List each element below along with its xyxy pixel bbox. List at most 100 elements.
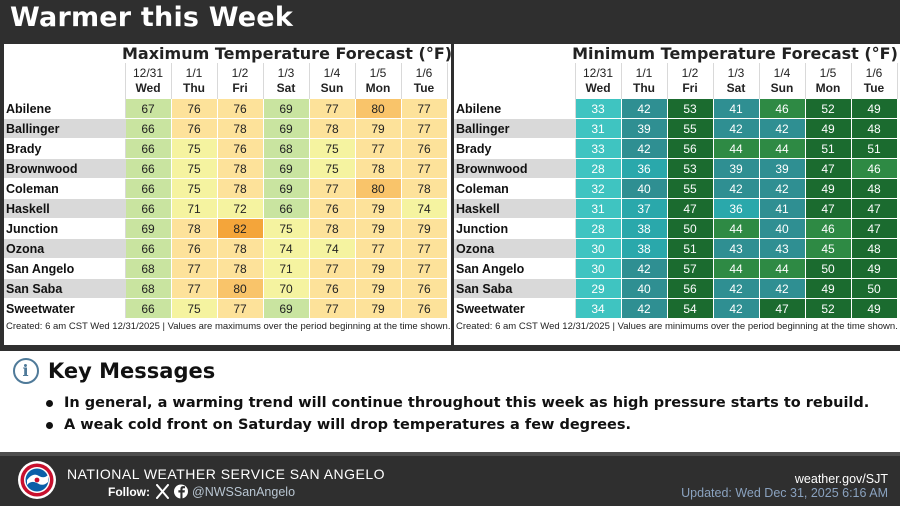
temperature-cell: 77 [401, 258, 448, 279]
column-date: 1/2 [681, 66, 699, 80]
temperature-cell: 44 [713, 138, 760, 159]
temperature-cell: 66 [125, 298, 172, 319]
header-row: 12/31 Wed 1/1 Thu 1/2 Fri 1/3 Sat 1/4 Sun 1/5 Mon 1/… [4, 63, 448, 99]
temperature-cell: 42 [621, 99, 668, 119]
follow-label: Follow: [108, 485, 150, 499]
column-header: 12/31 Wed [575, 63, 622, 99]
column-date: 1/5 [819, 66, 837, 80]
column-day: Thu [183, 81, 205, 95]
table-row: Junction 69 78 82 75 78 79 79 [4, 218, 448, 239]
temperature-cell: 76 [309, 278, 356, 299]
social-handle-link[interactable]: @NWSSanAngelo [192, 485, 296, 499]
temperature-cell: 55 [667, 178, 714, 199]
temperature-cell: 42 [713, 178, 760, 199]
temperature-cell: 79 [355, 198, 402, 219]
column-header: 1/6 Tue [851, 63, 898, 99]
temperature-cell: 66 [125, 118, 172, 139]
column-day: Tue [863, 81, 885, 95]
city-name: San Angelo [454, 258, 576, 279]
table-row: Ballinger 66 76 78 69 78 79 77 [4, 118, 448, 139]
facebook-icon[interactable] [174, 484, 188, 500]
column-header: 1/3 Sat [263, 63, 310, 99]
city-name: Brownwood [454, 158, 576, 179]
temperature-cell: 77 [309, 99, 356, 119]
city-name: San Saba [454, 278, 576, 299]
max-temp-table: 12/31 Wed 1/1 Thu 1/2 Fri 1/3 Sat 1/4 Sun 1/5 Mon 1/… [4, 63, 448, 319]
column-header: 1/2 Fri [217, 63, 264, 99]
temperature-cell: 28 [575, 158, 622, 179]
city-name: Coleman [454, 178, 576, 199]
key-message-item: In general, a warming trend will continu… [44, 392, 869, 414]
temperature-cell: 75 [171, 138, 218, 159]
header-row: 12/31 Wed 1/1 Thu 1/2 Fri 1/3 Sat 1/4 Sun 1/5 Mon 1/… [454, 63, 898, 99]
temperature-cell: 54 [667, 298, 714, 319]
title-bar: Warmer this Week [0, 0, 900, 44]
temperature-cell: 51 [667, 238, 714, 259]
temperature-cell: 77 [217, 298, 264, 319]
key-message-item: A weak cold front on Saturday will drop … [44, 414, 869, 436]
column-date: 12/31 [132, 66, 164, 80]
temperature-cell: 75 [171, 298, 218, 319]
temperature-cell: 47 [805, 158, 852, 179]
column-date: 1/3 [277, 66, 295, 80]
temperature-cell: 38 [621, 218, 668, 239]
x-icon[interactable] [156, 484, 169, 499]
temperature-cell: 78 [171, 218, 218, 239]
temperature-cell: 40 [759, 218, 806, 239]
column-day: Sun [770, 81, 794, 95]
temperature-cell: 78 [355, 158, 402, 179]
temperature-cell: 69 [125, 218, 172, 239]
table-row: San Angelo 68 77 78 71 77 79 77 [4, 258, 448, 279]
temperature-cell: 76 [171, 99, 218, 119]
office-name: NATIONAL WEATHER SERVICE SAN ANGELO [67, 466, 386, 482]
temperature-cell: 78 [217, 258, 264, 279]
temperature-cell: 71 [171, 198, 218, 219]
temperature-cell: 77 [171, 258, 218, 279]
city-name: Brady [454, 138, 576, 159]
temperature-cell: 42 [713, 118, 760, 139]
temperature-cell: 50 [667, 218, 714, 239]
column-header: 1/4 Sun [309, 63, 356, 99]
temperature-cell: 42 [621, 138, 668, 159]
temperature-cell: 41 [713, 99, 760, 119]
temperature-cell: 67 [125, 99, 172, 119]
table-row: Haskell 31 37 47 36 41 47 47 [454, 198, 898, 219]
temperature-cell: 46 [805, 218, 852, 239]
temperature-cell: 49 [851, 258, 898, 279]
temperature-cell: 66 [125, 138, 172, 159]
city-name: Haskell [4, 198, 126, 219]
temperature-cell: 48 [851, 118, 898, 139]
temperature-cell: 47 [759, 298, 806, 319]
column-day: Mon [815, 81, 841, 95]
max-temp-panel: Maximum Temperature Forecast (°F) 12/31 W… [4, 44, 453, 345]
column-date: 1/5 [369, 66, 387, 80]
temperature-cell: 78 [401, 178, 448, 199]
key-messages-list: In general, a warming trend will continu… [44, 392, 869, 436]
temperature-cell: 42 [759, 118, 806, 139]
website-link[interactable]: weather.gov/SJT [794, 472, 888, 486]
temperature-cell: 66 [263, 198, 310, 219]
column-day: Sun [320, 81, 344, 95]
temperature-cell: 80 [217, 278, 264, 299]
temperature-cell: 43 [759, 238, 806, 259]
temperature-cell: 30 [575, 258, 622, 279]
temperature-cell: 77 [309, 258, 356, 279]
city-header [4, 63, 126, 99]
column-header: 1/2 Fri [667, 63, 714, 99]
temperature-cell: 39 [621, 118, 668, 139]
temperature-cell: 66 [125, 238, 172, 259]
city-name: Abilene [454, 99, 576, 119]
temperature-cell: 77 [309, 298, 356, 319]
column-header: 1/5 Mon [805, 63, 852, 99]
max-temp-title: Maximum Temperature Forecast (°F) [122, 44, 453, 63]
table-row: Coleman 66 75 78 69 77 80 78 [4, 178, 448, 199]
temperature-cell: 44 [759, 138, 806, 159]
temperature-cell: 68 [263, 138, 310, 159]
temperature-cell: 75 [171, 178, 218, 199]
column-day: Wed [585, 81, 611, 95]
min-temp-title: Minimum Temperature Forecast (°F) [572, 44, 898, 63]
temperature-cell: 29 [575, 278, 622, 299]
column-day: Tue [413, 81, 435, 95]
temperature-cell: 53 [667, 158, 714, 179]
temperature-cell: 76 [171, 118, 218, 139]
